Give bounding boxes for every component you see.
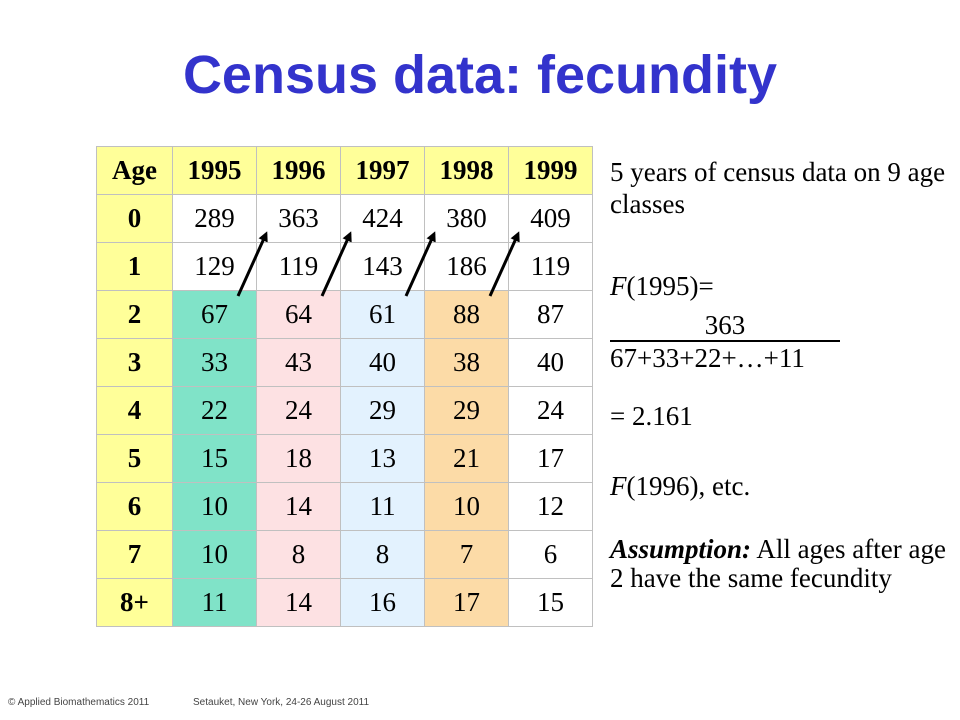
value-cell: 43 [256, 338, 341, 387]
formula-denominator: 67+33+22+…+11 [610, 343, 805, 373]
formula-etc: F(1996), etc. [610, 471, 751, 501]
value-cell: 10 [172, 530, 257, 579]
value-cell: 380 [424, 194, 509, 243]
value-cell: 12 [508, 482, 593, 531]
header-year: 1998 [424, 146, 509, 195]
value-cell: 10 [172, 482, 257, 531]
value-cell: 7 [424, 530, 509, 579]
value-cell: 61 [340, 290, 425, 339]
footer-copyright: © Applied Biomathematics 2011 [8, 697, 150, 708]
age-cell: 6 [96, 482, 173, 531]
header-year: 1997 [340, 146, 425, 195]
table-row: 1 129 119 143 186 119 [96, 242, 593, 291]
value-cell: 18 [256, 434, 341, 483]
age-cell: 0 [96, 194, 173, 243]
value-cell: 17 [424, 578, 509, 627]
value-cell: 14 [256, 482, 341, 531]
value-cell: 186 [424, 242, 509, 291]
value-cell: 17 [508, 434, 593, 483]
assumption-text: Assumption: All ages after age 2 have th… [610, 534, 946, 593]
age-cell: 1 [96, 242, 173, 291]
table-row: 2 67 64 61 88 87 [96, 290, 593, 339]
value-cell: 24 [508, 386, 593, 435]
value-cell: 29 [340, 386, 425, 435]
value-cell: 15 [172, 434, 257, 483]
value-cell: 67 [172, 290, 257, 339]
fecundity-formula-label: F(1995)= [610, 271, 714, 301]
table-row: 0 289 363 424 380 409 [96, 194, 593, 243]
value-cell: 88 [424, 290, 509, 339]
value-cell: 29 [424, 386, 509, 435]
table-row: 5 15 18 13 21 17 [96, 434, 593, 483]
header-year: 1999 [508, 146, 593, 195]
value-cell: 24 [256, 386, 341, 435]
table-row: 4 22 24 29 29 24 [96, 386, 593, 435]
value-cell: 14 [256, 578, 341, 627]
value-cell: 21 [424, 434, 509, 483]
age-cell: 2 [96, 290, 173, 339]
value-cell: 8 [256, 530, 341, 579]
value-cell: 13 [340, 434, 425, 483]
value-cell: 363 [256, 194, 341, 243]
description-text: 5 years of census data on 9 age classes [610, 157, 946, 219]
value-cell: 289 [172, 194, 257, 243]
header-year: 1996 [256, 146, 341, 195]
header-age: Age [96, 146, 173, 195]
value-cell: 33 [172, 338, 257, 387]
header-year: 1995 [172, 146, 257, 195]
table-row: 3 33 43 40 38 40 [96, 338, 593, 387]
value-cell: 40 [508, 338, 593, 387]
value-cell: 15 [508, 578, 593, 627]
value-cell: 143 [340, 242, 425, 291]
value-cell: 10 [424, 482, 509, 531]
value-cell: 8 [340, 530, 425, 579]
value-cell: 22 [172, 386, 257, 435]
value-cell: 16 [340, 578, 425, 627]
table-row: 6 10 14 11 10 12 [96, 482, 593, 531]
age-cell: 5 [96, 434, 173, 483]
formula-result: = 2.161 [610, 401, 693, 431]
footer-location: Setauket, New York, 24-26 August 2011 [193, 697, 370, 708]
value-cell: 11 [340, 482, 425, 531]
value-cell: 6 [508, 530, 593, 579]
value-cell: 409 [508, 194, 593, 243]
slide-title: Census data: fecundity [182, 45, 778, 105]
value-cell: 119 [256, 242, 341, 291]
value-cell: 38 [424, 338, 509, 387]
table-row: 7 10 8 8 7 6 [96, 530, 593, 579]
value-cell: 40 [340, 338, 425, 387]
age-cell: 4 [96, 386, 173, 435]
age-cell: 3 [96, 338, 173, 387]
value-cell: 119 [508, 242, 593, 291]
value-cell: 129 [172, 242, 257, 291]
table-row: 8+ 11 14 16 17 15 [96, 578, 593, 627]
age-cell: 8+ [96, 578, 173, 627]
value-cell: 64 [256, 290, 341, 339]
value-cell: 424 [340, 194, 425, 243]
value-cell: 11 [172, 578, 257, 627]
age-cell: 7 [96, 530, 173, 579]
value-cell: 87 [508, 290, 593, 339]
census-table: Age 1995 1996 1997 1998 1999 0 289 363 424 380 409 1… [96, 146, 593, 627]
formula-numerator: 363 [610, 310, 840, 342]
